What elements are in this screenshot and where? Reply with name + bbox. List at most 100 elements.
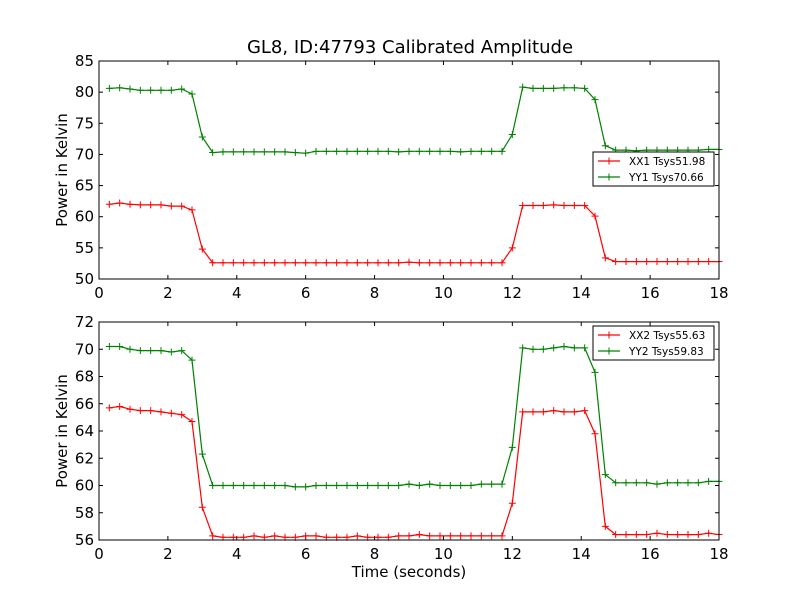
bottom-point-xx2 (643, 531, 651, 539)
top-point-xx1 (705, 258, 713, 266)
bottom-point-xx2 (147, 407, 155, 415)
bottom-x-tick-label: 6 (301, 545, 311, 563)
bottom-point-xx2 (467, 532, 475, 540)
bottom-point-yy2 (281, 482, 289, 489)
top-point-xx1 (209, 259, 217, 267)
top-y-tick-label: 75 (75, 114, 94, 132)
bottom-y-tick-label: 58 (75, 504, 94, 522)
bottom-point-xx2 (395, 532, 403, 540)
top-point-xx1 (498, 259, 506, 267)
bottom-point-xx2 (601, 522, 609, 530)
top-point-yy1 (147, 86, 155, 94)
bottom-point-xx2 (694, 531, 702, 539)
top-point-yy1 (322, 147, 330, 155)
bottom-x-tick-label: 2 (163, 545, 173, 563)
top-point-yy1 (240, 148, 248, 156)
top-point-xx1 (539, 202, 547, 210)
top-point-xx1 (302, 259, 310, 267)
top-point-xx1 (271, 259, 279, 267)
bottom-legend-label-yy2: YY2 Tsys59.83 (628, 346, 704, 358)
top-point-xx1 (198, 245, 206, 253)
top-point-yy1 (539, 84, 547, 92)
bottom-x-tick-label: 0 (94, 545, 104, 563)
bottom-point-xx2 (498, 532, 506, 540)
bottom-point-yy2 (415, 482, 423, 489)
top-point-yy1 (105, 84, 113, 92)
bottom-point-yy2 (457, 482, 465, 489)
bottom-point-xx2 (570, 408, 578, 416)
bottom-point-xx2 (622, 531, 630, 539)
bottom-point-xx2 (188, 417, 196, 425)
bottom-point-yy2 (508, 443, 516, 451)
top-axes-frame (98, 60, 720, 280)
top-point-xx1 (188, 206, 196, 214)
top-point-yy1 (229, 148, 237, 156)
top-point-xx1 (426, 259, 434, 267)
top-y-axis-label: Power in Kelvin (53, 113, 71, 227)
top-point-xx1 (322, 259, 330, 267)
bottom-point-xx2 (116, 402, 124, 410)
bottom-x-tick-label: 8 (370, 545, 380, 563)
top-point-yy1 (167, 86, 175, 94)
top-panel: 0 2 4 6 8 10 12 14 16 18 50 55 60 65 70 75 80 85 Power in … (53, 52, 729, 302)
bottom-point-yy2 (467, 482, 475, 489)
top-point-xx1 (508, 244, 516, 252)
top-point-xx1 (560, 202, 568, 210)
bottom-point-yy2 (116, 343, 124, 351)
top-point-xx1 (601, 254, 609, 262)
bottom-y-tick-label: 62 (75, 449, 94, 467)
top-point-xx1 (178, 202, 186, 210)
top-y-tick-label: 65 (75, 177, 94, 195)
top-point-xx1 (333, 259, 341, 267)
top-x-tick-label: 14 (572, 284, 591, 302)
top-point-xx1 (684, 258, 692, 266)
top-x-tick-label: 4 (232, 284, 242, 302)
bottom-point-yy2 (240, 482, 248, 489)
top-point-yy1 (178, 85, 186, 93)
top-legend: XX1 Tsys51.98 YY1 Tsys70.66 (592, 151, 715, 187)
bottom-point-xx2 (353, 532, 361, 540)
top-point-xx1 (281, 259, 289, 267)
bottom-legend-marker-yy2 (605, 347, 613, 355)
top-point-yy1 (343, 147, 351, 155)
top-x-tick-label: 6 (301, 284, 311, 302)
bottom-point-yy2 (384, 482, 392, 489)
bottom-point-yy2 (167, 348, 175, 356)
bottom-point-xx2 (674, 531, 682, 539)
bottom-legend-marker-xx2 (605, 331, 613, 339)
top-point-xx1 (477, 259, 485, 267)
bottom-point-xx2 (446, 532, 454, 540)
top-point-xx1 (436, 259, 444, 267)
top-point-yy1 (353, 147, 361, 155)
top-point-xx1 (663, 258, 671, 266)
top-y-tick-label: 70 (75, 145, 94, 163)
bottom-axes-frame (98, 321, 720, 541)
bottom-point-yy2 (550, 344, 558, 352)
bottom-legend-box (592, 325, 715, 361)
bottom-point-xx2 (477, 532, 485, 540)
top-point-yy1 (446, 147, 454, 155)
top-point-yy1 (457, 148, 465, 156)
figure-title: GL8, ID:47793 Calibrated Amplitude (247, 37, 573, 58)
bottom-point-yy2 (529, 345, 537, 353)
bottom-point-yy2 (302, 483, 310, 491)
bottom-point-yy2 (612, 479, 620, 487)
top-x-tick-label: 12 (503, 284, 522, 302)
bottom-point-yy2 (446, 482, 454, 489)
top-point-yy1 (581, 84, 589, 92)
bottom-point-xx2 (612, 531, 620, 539)
bottom-point-xx2 (488, 532, 496, 540)
bottom-y-tick-label: 56 (75, 531, 94, 549)
bottom-point-yy2 (519, 344, 527, 352)
bottom-point-yy2 (322, 482, 330, 489)
bottom-point-xx2 (405, 532, 413, 540)
bottom-point-yy2 (229, 482, 237, 489)
top-point-xx1 (229, 259, 237, 267)
bottom-point-xx2 (560, 408, 568, 416)
top-point-xx1 (240, 259, 248, 267)
top-point-xx1 (550, 201, 558, 209)
bottom-point-yy2 (560, 343, 568, 351)
top-point-xx1 (529, 202, 537, 210)
bottom-point-xx2 (705, 529, 713, 537)
